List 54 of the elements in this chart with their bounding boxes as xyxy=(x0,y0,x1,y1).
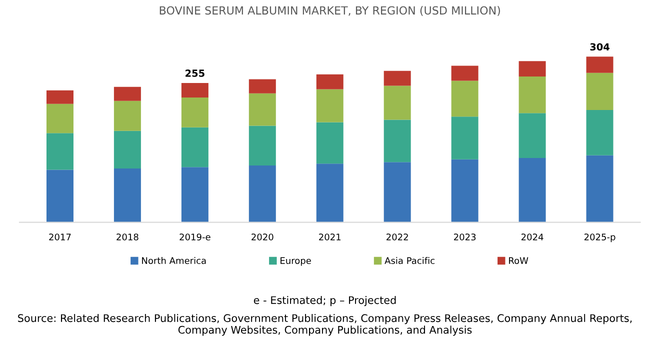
bar xyxy=(586,72,614,110)
bar xyxy=(181,98,208,128)
source-note: Source: Related Research Publications, Government Publications, Company Press Releases, Company Annual Reports, Company Websites, Company Publications, and Analysis xyxy=(18,314,632,336)
bar xyxy=(46,133,74,170)
bar xyxy=(518,76,546,114)
bar xyxy=(46,90,74,104)
bar xyxy=(46,104,74,134)
bar xyxy=(384,86,411,120)
bar xyxy=(248,79,276,94)
x-tick-label: 2023 xyxy=(454,234,476,240)
x-tick-label: 2024 xyxy=(521,234,544,240)
bar xyxy=(384,70,411,86)
bar xyxy=(384,162,411,222)
bar xyxy=(518,158,546,222)
x-tick-label: 2025-p xyxy=(584,234,616,242)
bar xyxy=(248,93,276,126)
bar xyxy=(181,127,208,168)
bar xyxy=(451,66,478,81)
bar xyxy=(586,110,614,156)
bar xyxy=(586,155,614,222)
bar xyxy=(451,116,478,160)
bar xyxy=(46,170,74,222)
bar xyxy=(384,120,411,162)
bar xyxy=(181,167,208,222)
chart-title: BOVINE SERUM ALBUMIN MARKET, BY REGION (USD MILLION) xyxy=(160,6,500,16)
bar xyxy=(248,165,276,222)
bar xyxy=(181,82,208,98)
x-tick-label: 2019-e xyxy=(180,234,210,240)
x-tick-label: 2020 xyxy=(252,234,274,240)
legend-label: Asia Pacific xyxy=(384,257,434,264)
bar xyxy=(586,56,614,73)
bar xyxy=(518,113,546,158)
x-tick-label: 2017 xyxy=(49,234,71,240)
annotation: 304 xyxy=(590,43,610,51)
x-tick-label: 2021 xyxy=(319,234,341,240)
bar xyxy=(451,80,478,117)
bar xyxy=(451,159,478,222)
bar xyxy=(114,168,141,222)
bar xyxy=(316,164,344,222)
x-tick-label: 2018 xyxy=(116,234,138,240)
bar xyxy=(114,86,141,101)
x-tick-label: 2022 xyxy=(386,234,408,240)
bar xyxy=(316,89,344,122)
legend-label: North America xyxy=(142,257,206,264)
bar xyxy=(248,126,276,166)
bar xyxy=(114,130,141,168)
bar xyxy=(316,122,344,164)
bar xyxy=(316,74,344,90)
text: e - Estimated; p – Projected xyxy=(254,296,396,306)
bar xyxy=(518,61,546,76)
legend-label: RoW xyxy=(509,257,528,264)
annotation: 255 xyxy=(186,70,204,77)
legend-label: Europe xyxy=(280,257,311,266)
bar xyxy=(114,100,141,131)
